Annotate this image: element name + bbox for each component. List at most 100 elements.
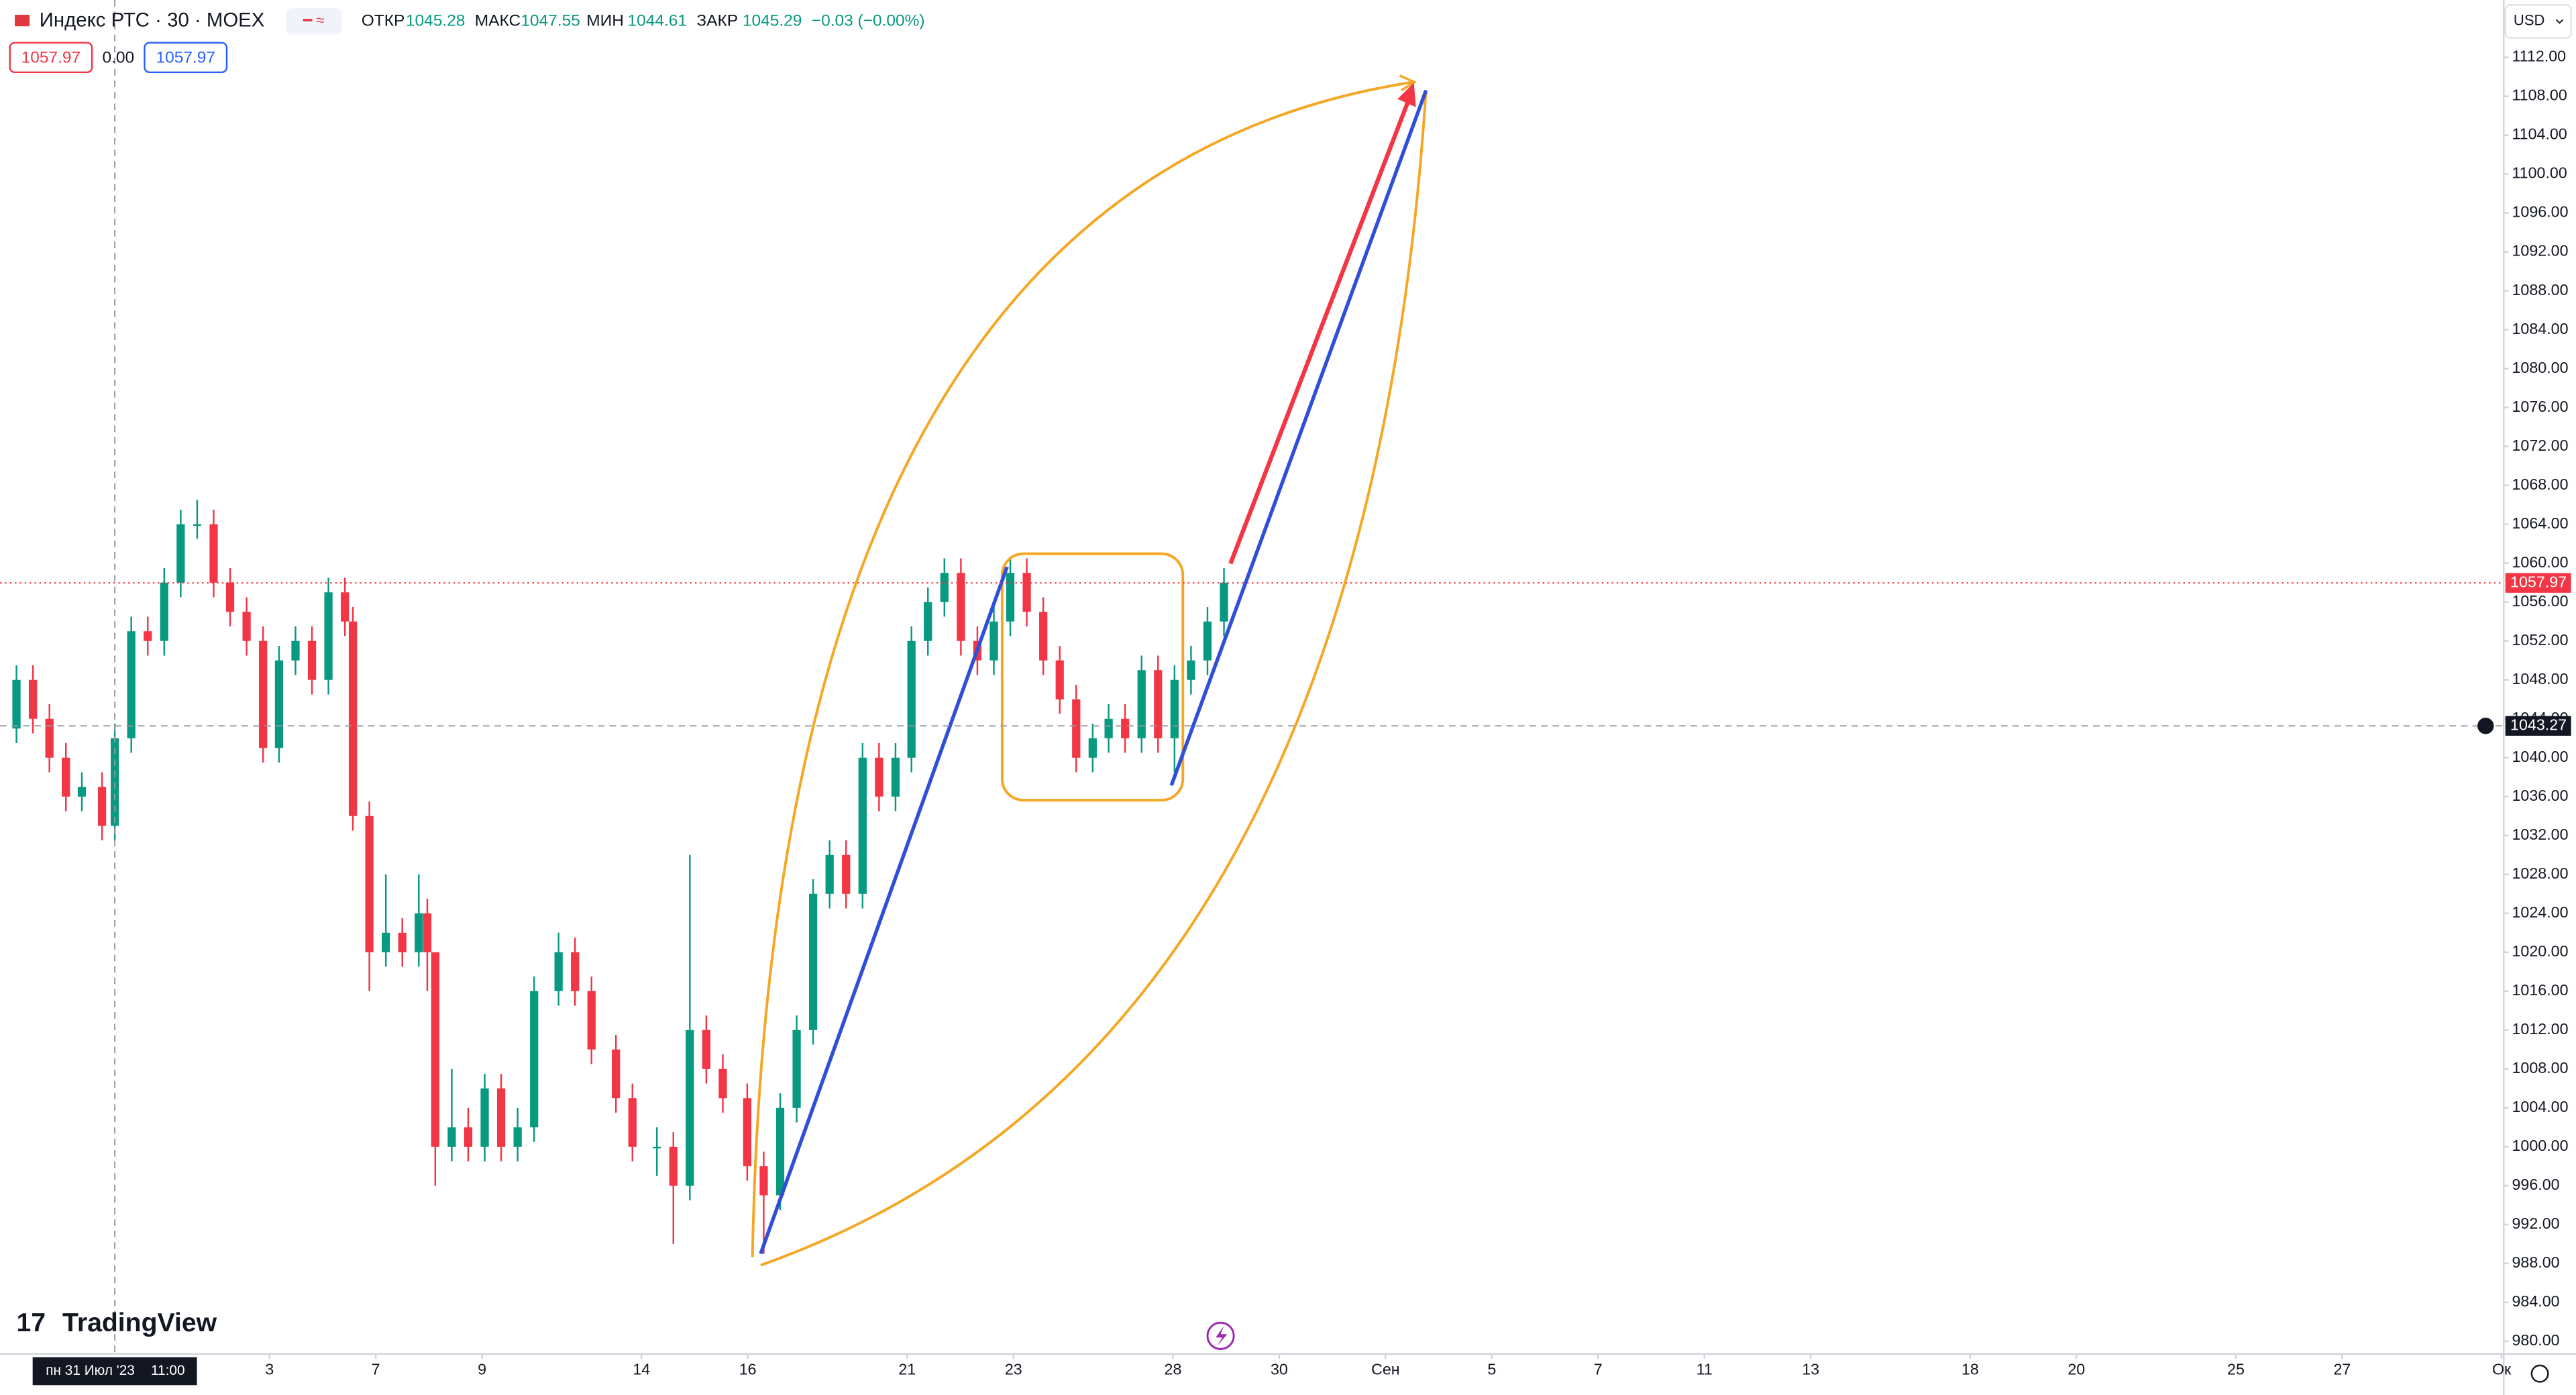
candle-body — [1154, 670, 1163, 738]
candle-body — [1137, 670, 1146, 738]
brand: TradingView — [62, 1308, 217, 1337]
crosshair-price-badge — [2505, 716, 2571, 736]
buy-button[interactable] — [144, 42, 228, 74]
high-label: МАКС — [475, 11, 521, 30]
y-tick-label: 988.00 — [2512, 1253, 2559, 1271]
sell-price[interactable]: 1057.97 — [21, 48, 80, 66]
candle-body — [858, 757, 867, 894]
candle-body — [423, 913, 432, 952]
candle-body — [193, 524, 202, 526]
settings-button[interactable] — [2530, 1364, 2549, 1383]
candle-body — [291, 640, 300, 661]
y-tick-label: 996.00 — [2512, 1176, 2559, 1193]
x-tick-label: 18 — [1962, 1360, 1979, 1378]
candle-body — [924, 602, 932, 641]
toggle-icon[interactable]: ━ ≈ — [303, 12, 324, 29]
y-tick-label: 980.00 — [2512, 1331, 2559, 1349]
candle-body — [348, 621, 358, 816]
candle-body — [1121, 718, 1130, 738]
candle-body — [1203, 621, 1212, 661]
x-tick-label: 30 — [1271, 1360, 1288, 1378]
y-tick-label: 1032.00 — [2512, 826, 2568, 843]
candle-body — [891, 757, 900, 797]
currency-button[interactable] — [2504, 4, 2572, 39]
flag-icon — [15, 15, 30, 27]
open-value: 1045.28 — [406, 11, 465, 30]
candle-body — [669, 1146, 678, 1186]
candle-body — [28, 679, 38, 719]
change-value: −0.03 (−0.00%) — [812, 11, 925, 30]
y-tick-label: 1040.00 — [2512, 748, 2568, 765]
y-tick-label: 1056.00 — [2512, 592, 2568, 610]
candle-body — [62, 757, 70, 797]
high-value: 1047.55 — [521, 11, 580, 30]
open-label: ОТКР — [362, 11, 405, 30]
buy-price[interactable]: 1057.97 — [156, 48, 215, 66]
toggle-button[interactable] — [286, 8, 342, 35]
trend-line — [1169, 89, 1428, 786]
candle-body — [77, 787, 87, 797]
sell-button[interactable] — [9, 42, 93, 74]
y-tick-label: 1084.00 — [2512, 320, 2568, 337]
candle-body — [513, 1127, 522, 1147]
candle-body — [743, 1098, 752, 1166]
header: Индекс РТС · 30 · MOEX ━ ≈ ОТКР 1045.28 … — [9, 4, 2572, 1383]
candle-body — [365, 816, 374, 952]
candle-body — [571, 952, 580, 991]
candle-body — [45, 718, 54, 758]
candle-body — [324, 592, 333, 680]
x-tick-label: 5 — [1487, 1360, 1496, 1378]
candle-body — [1072, 699, 1081, 758]
candle-body — [1104, 718, 1113, 738]
candle-body — [957, 573, 965, 641]
y-tick-label: 1048.00 — [2512, 670, 2568, 687]
x-tick-label: 28 — [1165, 1360, 1182, 1378]
x-tick-label: 25 — [2227, 1360, 2245, 1378]
candle-body — [1006, 573, 1015, 622]
x-tick-label: 11 — [1697, 1360, 1713, 1378]
candle-body — [1039, 612, 1048, 661]
candle-body — [225, 582, 235, 612]
last-price-label: 1057.97 — [2510, 573, 2567, 590]
trend-line — [759, 566, 1009, 1255]
candle-body — [989, 621, 998, 661]
x-tick-label: 20 — [2068, 1360, 2085, 1378]
candle-body — [480, 1088, 489, 1147]
candle-body — [628, 1098, 637, 1147]
y-tick-label: 1072.00 — [2512, 437, 2568, 454]
x-tick-label: 27 — [2333, 1360, 2351, 1378]
y-tick-label: 1008.00 — [2512, 1059, 2568, 1076]
arc-upper — [751, 80, 1413, 1258]
x-tick-label: 21 — [898, 1360, 916, 1378]
crosshair-price-label: 1043.27 — [2510, 716, 2567, 733]
y-tick-label: 1112.00 — [2512, 48, 2566, 65]
y-tick-label: 992.00 — [2512, 1215, 2559, 1232]
x-tick-label: Сен — [1371, 1360, 1400, 1378]
y-tick-label: 1096.00 — [2512, 203, 2568, 221]
crosshair-plus — [2477, 718, 2494, 734]
candle-body — [809, 893, 818, 1030]
low-label: МИН — [586, 11, 624, 30]
spread: 0.00 — [103, 48, 135, 66]
y-tick-label: 984.00 — [2512, 1292, 2559, 1310]
candle-body — [775, 1107, 785, 1196]
candle-body — [464, 1127, 473, 1147]
y-tick-label: 1068.00 — [2512, 476, 2568, 493]
y-tick-label: 1020.00 — [2512, 942, 2568, 960]
candle-body — [144, 631, 152, 641]
candle-body — [825, 854, 834, 894]
crosshair-date-label: пн 31 Июл '23 — [46, 1363, 135, 1378]
candle-body — [127, 631, 136, 738]
low-value: 1044.61 — [628, 11, 687, 30]
candle-body — [1088, 738, 1097, 758]
candle-body — [431, 952, 439, 1147]
y-tick-label: 1000.00 — [2512, 1137, 2568, 1154]
y-tick-label: 1036.00 — [2512, 787, 2568, 804]
y-tick-label: 1076.00 — [2512, 398, 2568, 415]
x-tick-label: 13 — [1802, 1360, 1819, 1378]
currency[interactable]: USD — [2514, 12, 2545, 29]
y-tick-label: 1024.00 — [2512, 903, 2568, 921]
chart-title: Индекс РТС · 30 · MOEX — [40, 9, 265, 32]
candle-body — [259, 640, 268, 748]
y-tick-label: 1064.00 — [2512, 514, 2568, 532]
